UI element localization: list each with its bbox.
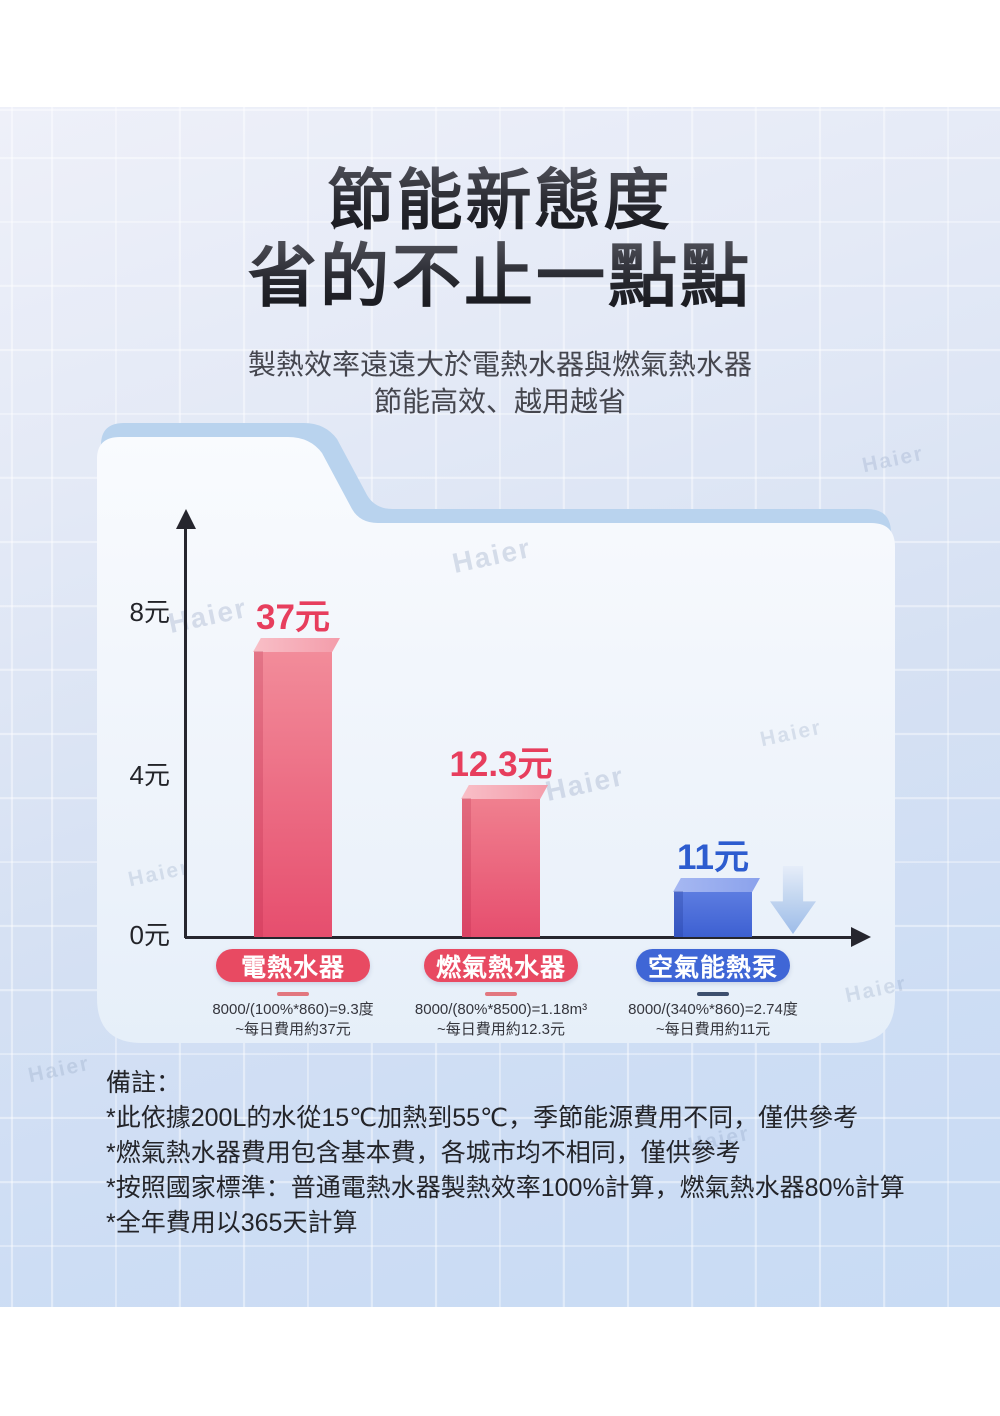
- category-label: 電熱水器: [240, 953, 345, 982]
- bar-value-label: 12.3元: [449, 745, 553, 784]
- x-axis-line: [185, 936, 853, 939]
- bar-value-label: 37元: [256, 598, 330, 637]
- note-line: *此依據200L的水從15℃加熱到55℃，季節能源費用不同，僅供參考: [106, 1104, 859, 1132]
- bar-heatpump: [674, 891, 752, 937]
- title-line-2: 省的不止一點點: [0, 238, 1000, 317]
- y-tick-8: 8元: [129, 597, 170, 627]
- bar-value-label: 11元: [677, 838, 749, 877]
- y-axis-arrow-icon: [176, 509, 196, 529]
- y-tick-0: 0元: [129, 920, 170, 950]
- title-line-1: 節能新態度: [0, 163, 1000, 238]
- subtitle-line-2: 節能高效、越用越省: [373, 386, 626, 417]
- category-pill-heatpump: 空氣能熱泵: [636, 949, 790, 982]
- pill-underline: [277, 992, 309, 996]
- bar-electric: [254, 651, 332, 937]
- x-axis-arrow-icon: [851, 927, 871, 947]
- daily-cost-text: ~每日費用約11元: [655, 1021, 771, 1038]
- category-label: 空氣能熱泵: [647, 953, 778, 982]
- notes-block: 備註： *此依據200L的水從15℃加熱到55℃，季節能源費用不同，僅供參考 *…: [106, 1066, 976, 1241]
- formula-block: 8000/(340%*860)=2.74度 ~每日費用約11元: [598, 1000, 828, 1040]
- formula-text: 8000/(340%*860)=2.74度: [628, 1001, 798, 1018]
- note-line: *全年費用以365天計算: [106, 1209, 358, 1237]
- note-line: *燃氣熱水器費用包含基本費，各城市均不相同，僅供參考: [106, 1139, 741, 1167]
- formula-block: 8000/(80%*8500)=1.18m³ ~每日費用約12.3元: [386, 1000, 616, 1040]
- daily-cost-text: ~每日費用約12.3元: [437, 1021, 565, 1038]
- y-axis-line: [184, 527, 187, 938]
- formula-text: 8000/(100%*860)=9.3度: [212, 1001, 374, 1018]
- category-pill-electric: 電熱水器: [216, 949, 370, 982]
- notes-heading: 備註：: [106, 1069, 182, 1097]
- page-subtitle: 製熱效率遠遠大於電熱水器與燃氣熱水器 節能高效、越用越省: [0, 346, 1000, 420]
- y-tick-4: 4元: [129, 760, 170, 790]
- formula-text: 8000/(80%*8500)=1.18m³: [414, 1001, 588, 1018]
- subtitle-line-1: 製熱效率遠遠大於電熱水器與燃氣熱水器: [247, 349, 752, 380]
- pill-underline: [485, 992, 517, 996]
- category-label: 燃氣熱水器: [435, 953, 566, 982]
- category-pill-gas: 燃氣熱水器: [424, 949, 578, 982]
- pill-underline: [697, 992, 729, 996]
- daily-cost-text: ~每日費用約37元: [235, 1021, 351, 1038]
- bar-gas: [462, 798, 540, 937]
- formula-block: 8000/(100%*860)=9.3度 ~每日費用約37元: [178, 1000, 408, 1040]
- page-title: 節能新態度 省的不止一點點: [0, 163, 1000, 317]
- note-line: *按照國家標準：普通電熱水器製熱效率100%計算，燃氣熱水器80%計算: [106, 1174, 905, 1202]
